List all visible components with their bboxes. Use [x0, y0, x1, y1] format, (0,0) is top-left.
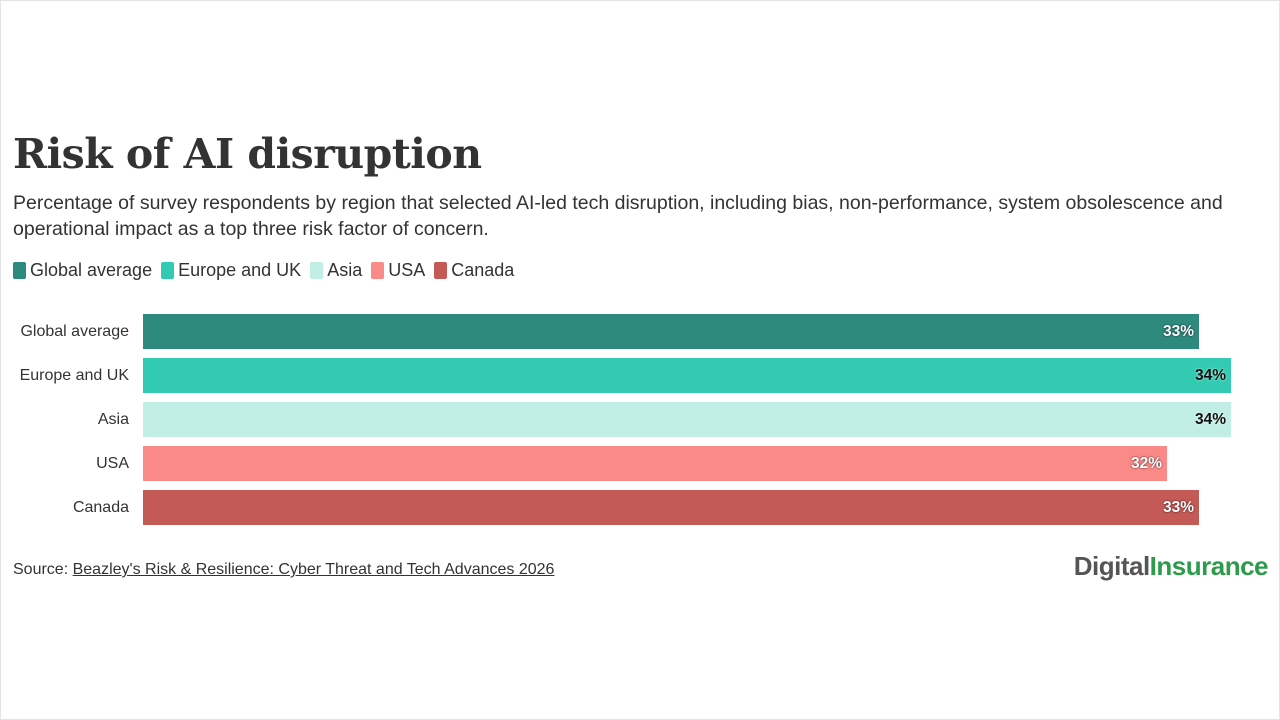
legend-label: USA: [388, 260, 426, 280]
chart-title: Risk of AI disruption: [13, 130, 482, 178]
category-label: Canada: [72, 499, 129, 516]
legend-item[interactable]: USA: [371, 260, 425, 281]
category-label: Europe and UK: [19, 367, 129, 384]
legend-item[interactable]: Asia: [310, 260, 362, 281]
chart-subtitle: Percentage of survey respondents by regi…: [13, 192, 1223, 240]
source-link[interactable]: Beazley's Risk & Resilience: Cyber Threa…: [72, 561, 555, 578]
data-label: 34%: [1194, 367, 1226, 384]
legend-label: Asia: [327, 260, 363, 280]
source-note: Source: Beazley's Risk & Resilience: Cyb…: [13, 561, 554, 579]
category-label: USA: [96, 455, 129, 472]
data-label: 34%: [1194, 411, 1226, 428]
category-label: Asia: [97, 411, 129, 428]
bar[interactable]: [143, 402, 1231, 437]
bar[interactable]: [143, 490, 1199, 525]
category-label: Global average: [20, 323, 129, 340]
data-label: 32%: [1130, 455, 1162, 472]
legend-item[interactable]: Europe and UK: [161, 260, 301, 281]
data-label: 33%: [1162, 499, 1194, 516]
legend-swatch: [13, 262, 26, 279]
legend-label: Global average: [30, 260, 153, 280]
legend: Global average Europe and UK Asia USA Canada: [13, 260, 523, 281]
bar[interactable]: [143, 446, 1167, 481]
source-prefix: Source:: [13, 561, 73, 578]
bar[interactable]: [143, 358, 1231, 393]
legend-swatch: [310, 262, 324, 279]
bar[interactable]: [143, 314, 1199, 349]
legend-swatch: [161, 262, 175, 279]
logo-insurance-text: Insurance: [1149, 551, 1269, 581]
legend-label: Canada: [451, 260, 515, 280]
legend-label: Europe and UK: [178, 260, 302, 280]
legend-swatch: [371, 262, 385, 279]
legend-swatch: [434, 262, 448, 279]
data-label: 33%: [1162, 323, 1194, 340]
legend-item[interactable]: Global average: [13, 260, 152, 281]
digital-insurance-logo: DigitalInsurance: [1073, 551, 1269, 582]
logo-digital-text: Digital: [1073, 551, 1150, 581]
legend-item[interactable]: Canada: [434, 260, 514, 281]
